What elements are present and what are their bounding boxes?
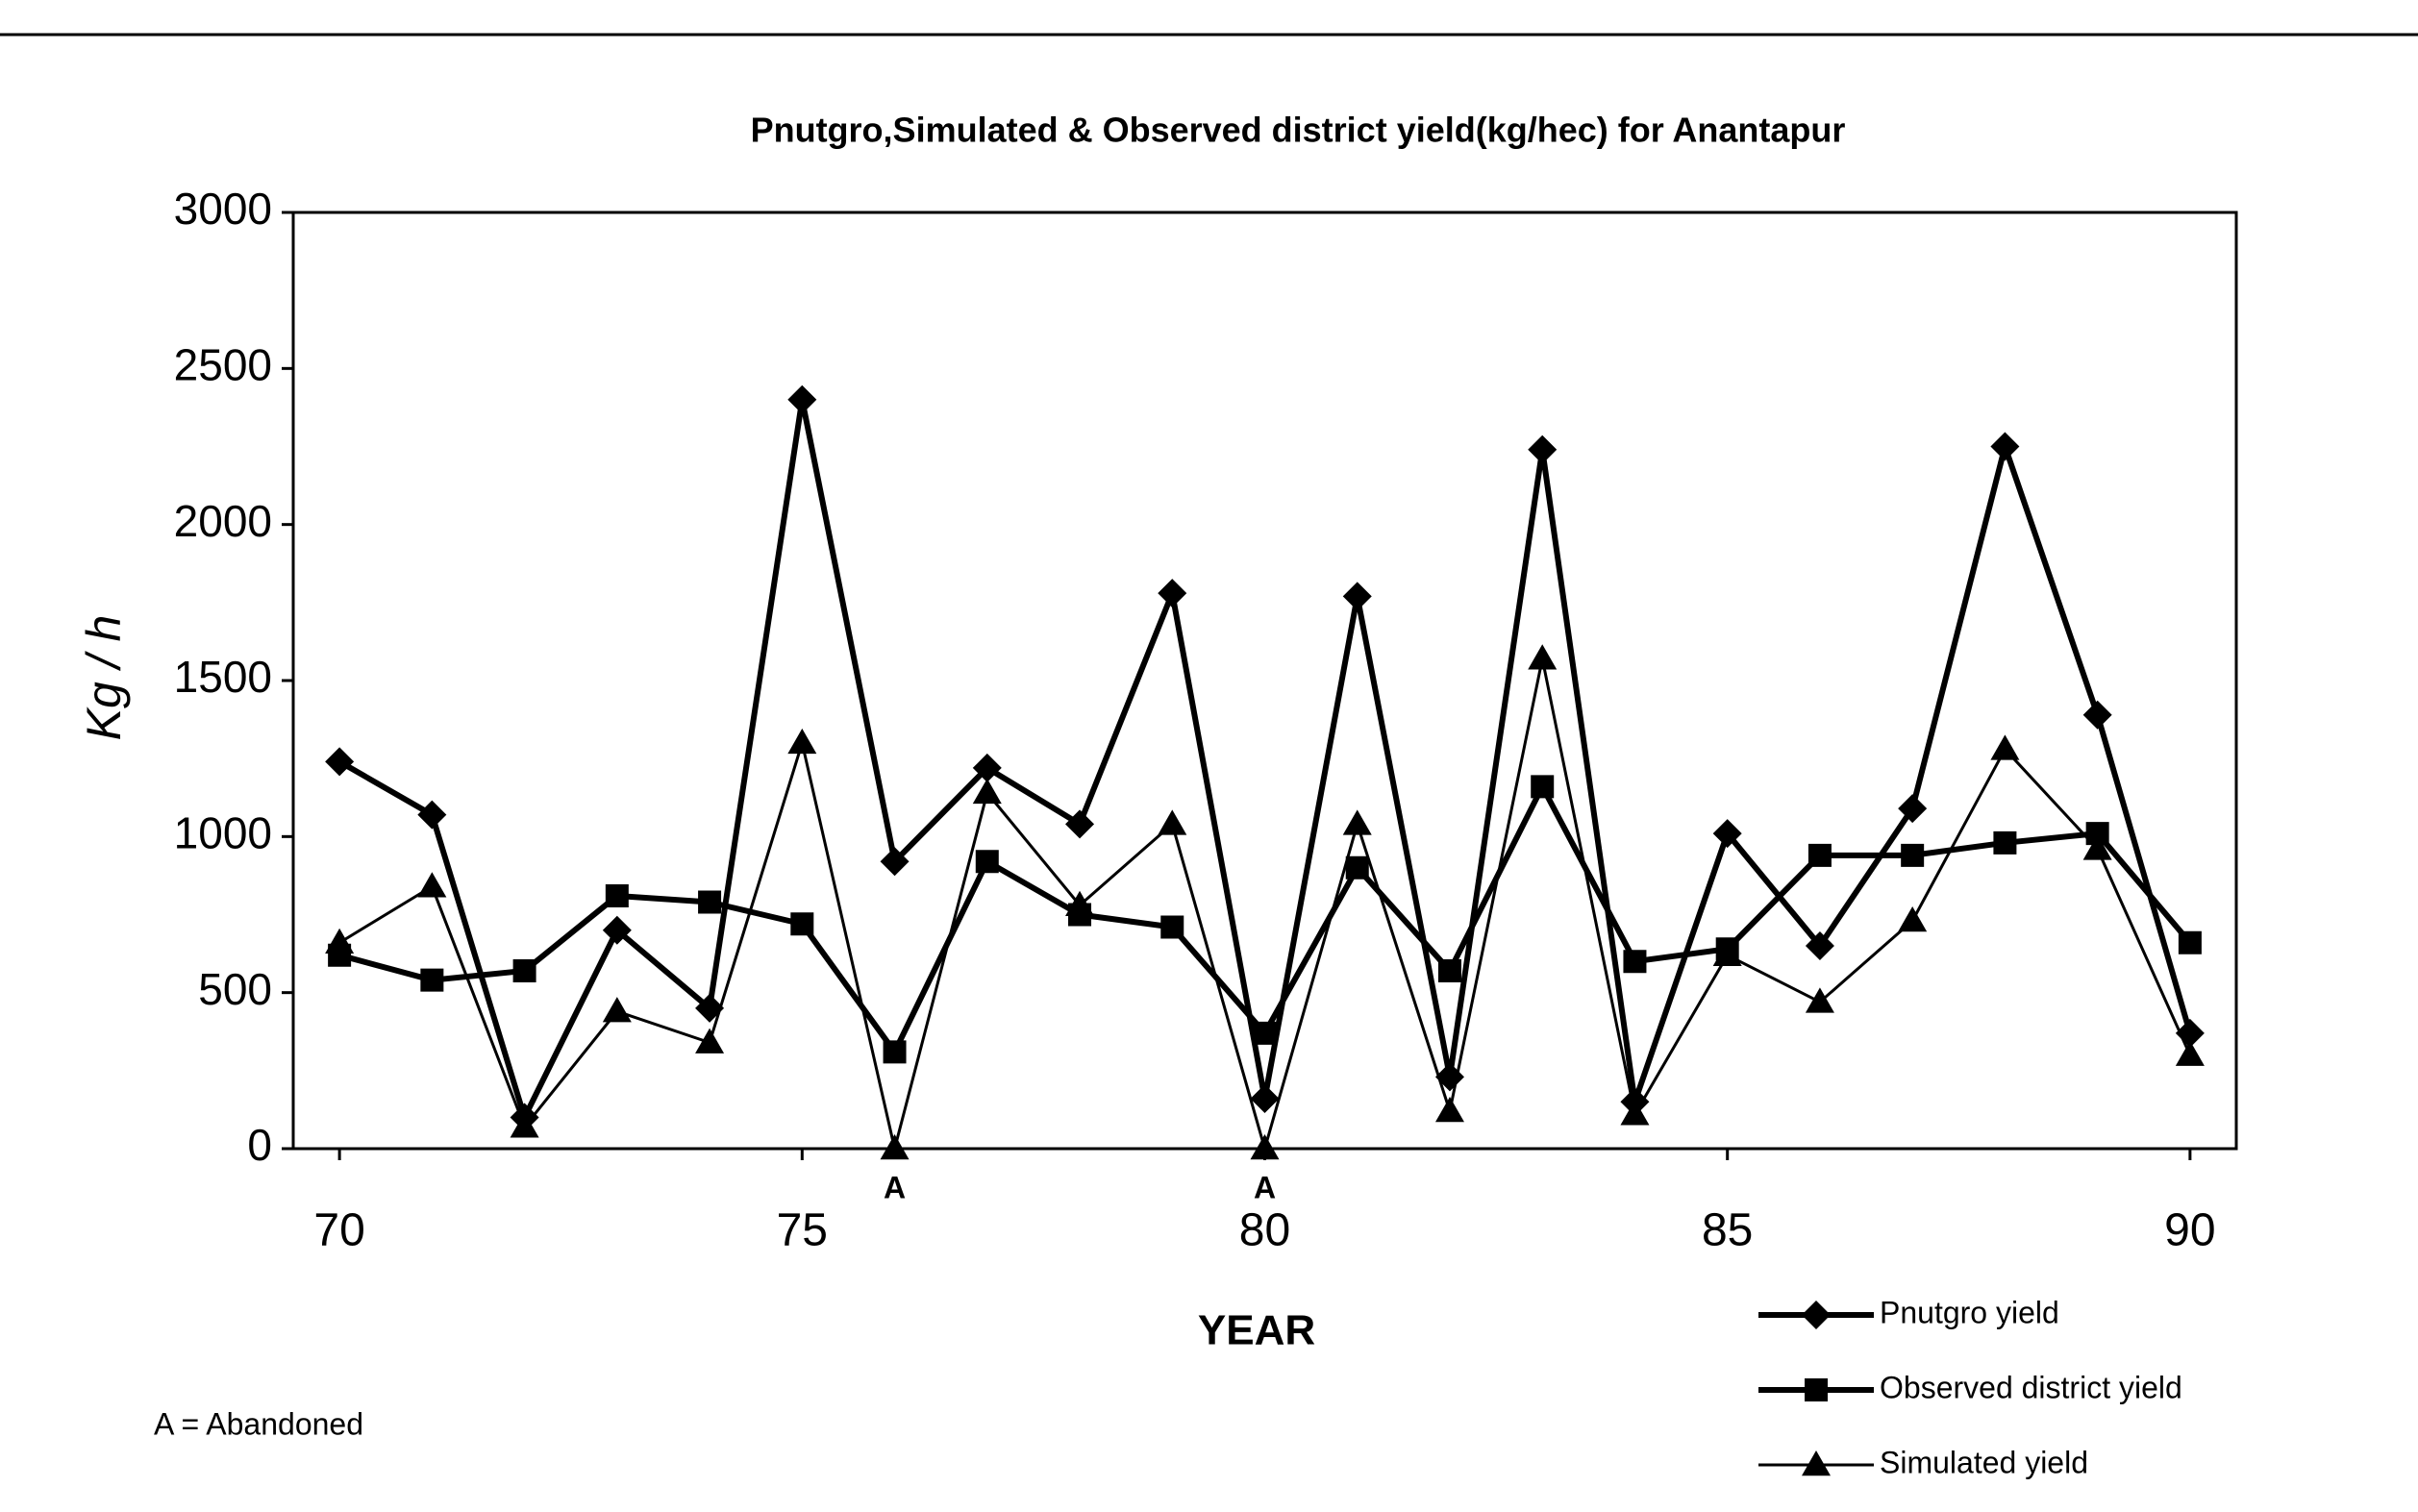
y-tick-label: 1000	[174, 807, 272, 857]
data-point	[325, 928, 355, 954]
y-tick-label: 3000	[174, 184, 272, 234]
data-point	[417, 872, 447, 898]
legend-label: Observed district yield	[1880, 1370, 2182, 1404]
y-axis-label: Kg / h	[77, 615, 131, 741]
data-point	[1712, 940, 1742, 966]
y-tick-label: 2500	[174, 339, 272, 389]
x-tick-label: 80	[1239, 1205, 1290, 1256]
data-point	[698, 890, 722, 914]
annotation: A	[884, 1170, 906, 1204]
legend-marker	[1805, 1378, 1828, 1401]
x-axis-label: YEAR	[1198, 1307, 1315, 1354]
data-point	[605, 884, 629, 908]
data-point	[1990, 734, 2020, 760]
data-point	[1345, 855, 1369, 880]
data-point	[1250, 1134, 1280, 1160]
data-point	[1342, 582, 1372, 611]
data-point	[510, 1112, 539, 1138]
data-point	[1528, 644, 1558, 670]
data-point	[787, 728, 817, 755]
data-point	[880, 1134, 910, 1160]
data-point	[1253, 1021, 1277, 1045]
legend-marker	[1802, 1450, 1831, 1476]
data-point	[1623, 950, 1647, 974]
y-tick-label: 500	[198, 964, 272, 1014]
data-point	[1898, 905, 1928, 932]
annotation: A	[1254, 1170, 1276, 1204]
legend-marker	[1802, 1301, 1831, 1329]
data-point	[2082, 700, 2112, 730]
legend-label: Simulated yield	[1880, 1445, 2088, 1479]
y-tick-label: 0	[247, 1120, 272, 1170]
legend-label: Pnutgro yield	[1880, 1295, 2059, 1329]
x-tick-label: 75	[777, 1205, 828, 1256]
y-tick-label: 1500	[174, 652, 272, 702]
data-point	[420, 968, 444, 992]
data-point	[1342, 809, 1372, 835]
data-point	[2085, 822, 2109, 846]
x-tick-label: 90	[2164, 1205, 2215, 1256]
data-point	[1528, 434, 1558, 464]
y-tick-label: 2000	[174, 496, 272, 546]
x-tick-label: 70	[313, 1205, 364, 1256]
data-point	[1434, 1097, 1464, 1123]
data-point	[883, 1040, 907, 1064]
data-point	[972, 778, 1002, 805]
data-point	[790, 912, 814, 936]
data-point	[1805, 987, 1834, 1013]
data-point	[972, 753, 1002, 782]
data-point	[1437, 958, 1461, 982]
data-point	[1898, 794, 1928, 824]
data-point	[325, 747, 355, 777]
data-point	[1807, 843, 1832, 867]
x-tick-label: 85	[1702, 1205, 1753, 1256]
data-point	[975, 850, 999, 874]
data-point	[602, 915, 632, 945]
data-point	[1065, 890, 1095, 917]
data-point	[1158, 809, 1187, 835]
data-point	[695, 1028, 725, 1053]
data-point	[417, 800, 447, 830]
data-point	[1712, 819, 1742, 849]
data-point	[1993, 830, 2017, 855]
data-point	[1160, 915, 1184, 939]
data-point	[602, 997, 632, 1023]
data-point	[2178, 930, 2202, 954]
data-point	[2082, 834, 2112, 860]
data-point	[1065, 809, 1095, 839]
data-point	[1531, 775, 1555, 799]
data-point	[1901, 843, 1925, 867]
chart-title: Pnutgro,Simulated & Observed district yi…	[751, 111, 1846, 150]
data-point	[1158, 579, 1187, 608]
data-point	[1990, 432, 2020, 461]
data-point	[2175, 1040, 2205, 1066]
data-point	[1620, 1100, 1650, 1126]
data-point	[880, 847, 910, 877]
note: A = Abandoned	[154, 1406, 363, 1441]
data-point	[787, 384, 817, 414]
data-point	[512, 958, 536, 982]
data-point	[1805, 930, 1834, 960]
data-point	[1250, 1084, 1280, 1114]
